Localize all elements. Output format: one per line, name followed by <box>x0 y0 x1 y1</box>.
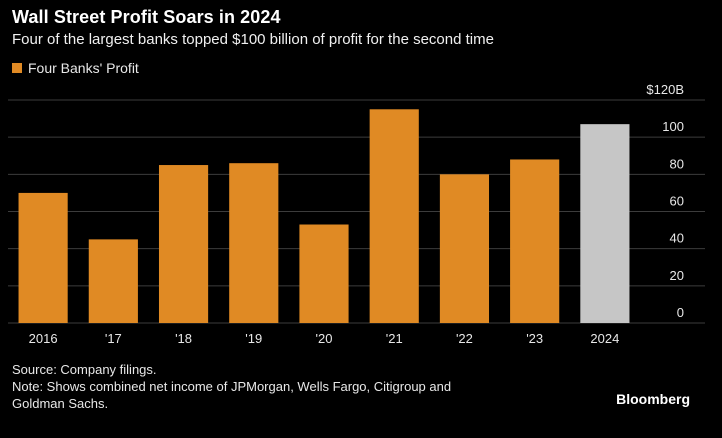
y-tick-label: 0 <box>677 305 684 320</box>
y-tick-label: 100 <box>662 119 684 134</box>
bar-20 <box>299 224 349 323</box>
bar-2016 <box>18 192 68 323</box>
chart-subtitle: Four of the largest banks topped $100 bi… <box>12 31 494 48</box>
note-line-1: Note: Shows combined net income of JPMor… <box>12 379 452 394</box>
note-line-2: Goldman Sachs. <box>12 396 109 411</box>
x-tick-label: '17 <box>105 331 122 346</box>
x-tick-label: '20 <box>316 331 333 346</box>
y-tick-label: 80 <box>670 156 684 171</box>
legend-label: Four Banks' Profit <box>28 60 139 76</box>
x-tick-label: '21 <box>386 331 403 346</box>
x-tick-label: '23 <box>526 331 543 346</box>
bar-17 <box>88 239 138 323</box>
chart-source: Source: Company filings. Note: Shows com… <box>12 361 451 412</box>
x-tick-label: 2024 <box>590 331 619 346</box>
y-tick-label: 40 <box>670 231 684 246</box>
chart-title: Wall Street Profit Soars in 2024 <box>12 7 281 27</box>
bar-23 <box>510 159 560 323</box>
x-tick-label: 2016 <box>29 331 58 346</box>
legend-swatch <box>12 63 22 73</box>
bloomberg-logo: Bloomberg <box>616 391 690 407</box>
bar-18 <box>158 165 209 323</box>
x-tick-labels: 2016 '17 '18 '19 '20 '21 '22 '23 2024 <box>29 331 620 346</box>
x-tick-label: '18 <box>175 331 192 346</box>
bar-19 <box>229 163 279 323</box>
x-tick-label: '19 <box>245 331 262 346</box>
y-tick-label: $120B <box>646 82 684 97</box>
chart-legend: Four Banks' Profit <box>12 60 139 76</box>
source-text: Source: Company filings. <box>12 362 157 377</box>
bar-2024 <box>580 124 630 324</box>
bars <box>18 109 630 324</box>
bar-21 <box>369 109 419 324</box>
y-tick-labels: 0 20 40 60 80 100 $120B <box>646 82 684 320</box>
y-tick-label: 20 <box>670 268 684 283</box>
bar-22 <box>439 174 490 323</box>
x-tick-label: '22 <box>456 331 473 346</box>
y-tick-label: 60 <box>670 194 684 209</box>
